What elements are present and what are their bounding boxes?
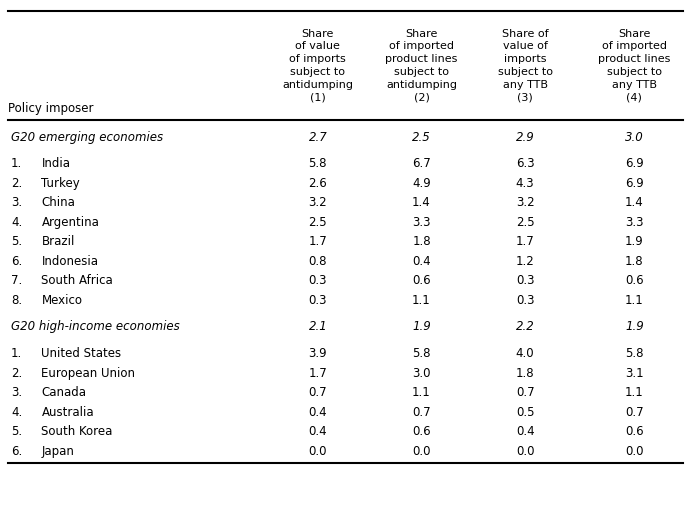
Text: 0.6: 0.6 <box>625 425 643 438</box>
Text: Brazil: Brazil <box>41 235 75 248</box>
Text: 2.6: 2.6 <box>308 176 328 190</box>
Text: 1.9: 1.9 <box>412 320 431 334</box>
Text: 2.: 2. <box>11 176 22 190</box>
Text: 2.5: 2.5 <box>309 215 327 229</box>
Text: 6.: 6. <box>11 445 22 458</box>
Text: 4.: 4. <box>11 215 22 229</box>
Text: 6.9: 6.9 <box>625 176 644 190</box>
Text: 1.2: 1.2 <box>515 255 535 268</box>
Text: United States: United States <box>41 347 122 360</box>
Text: 0.5: 0.5 <box>516 406 534 419</box>
Text: 2.5: 2.5 <box>516 215 534 229</box>
Text: China: China <box>41 196 75 209</box>
Text: 1.9: 1.9 <box>625 320 644 334</box>
Text: 6.9: 6.9 <box>625 157 644 170</box>
Text: Japan: Japan <box>41 445 75 458</box>
Text: 4.3: 4.3 <box>516 176 534 190</box>
Text: 1.8: 1.8 <box>625 255 643 268</box>
Text: 0.7: 0.7 <box>516 386 534 399</box>
Text: 1.1: 1.1 <box>625 294 644 307</box>
Text: 3.2: 3.2 <box>309 196 327 209</box>
Text: Share
of imported
product lines
subject to
antidumping
(2): Share of imported product lines subject … <box>386 29 457 102</box>
Text: 0.7: 0.7 <box>413 406 430 419</box>
Text: 0.0: 0.0 <box>625 445 643 458</box>
Text: Share of
value of
imports
subject to
any TTB
(3): Share of value of imports subject to any… <box>498 29 553 102</box>
Text: 0.3: 0.3 <box>309 294 327 307</box>
Text: 5.8: 5.8 <box>309 157 327 170</box>
Text: 3.0: 3.0 <box>625 130 644 143</box>
Text: 0.6: 0.6 <box>413 274 430 287</box>
Text: 0.7: 0.7 <box>309 386 327 399</box>
Text: 0.4: 0.4 <box>309 406 327 419</box>
Text: 1.1: 1.1 <box>412 386 431 399</box>
Text: 5.8: 5.8 <box>625 347 643 360</box>
Text: 2.: 2. <box>11 367 22 380</box>
Text: European Union: European Union <box>41 367 135 380</box>
Text: 4.9: 4.9 <box>412 176 431 190</box>
Text: 0.6: 0.6 <box>625 274 643 287</box>
Text: India: India <box>41 157 70 170</box>
Text: 0.0: 0.0 <box>309 445 327 458</box>
Text: 1.4: 1.4 <box>412 196 431 209</box>
Text: 3.9: 3.9 <box>309 347 327 360</box>
Text: 1.8: 1.8 <box>413 235 430 248</box>
Text: 1.: 1. <box>11 157 22 170</box>
Text: 6.7: 6.7 <box>412 157 431 170</box>
Text: 3.3: 3.3 <box>625 215 643 229</box>
Text: G20 high-income economies: G20 high-income economies <box>11 320 180 334</box>
Text: Canada: Canada <box>41 386 86 399</box>
Text: 0.4: 0.4 <box>309 425 327 438</box>
Text: 1.7: 1.7 <box>515 235 535 248</box>
Text: 1.9: 1.9 <box>625 235 644 248</box>
Text: 3.: 3. <box>11 196 22 209</box>
Text: Argentina: Argentina <box>41 215 100 229</box>
Text: South Korea: South Korea <box>41 425 113 438</box>
Text: 1.8: 1.8 <box>516 367 534 380</box>
Text: 3.: 3. <box>11 386 22 399</box>
Text: 4.: 4. <box>11 406 22 419</box>
Text: 1.7: 1.7 <box>308 367 328 380</box>
Text: G20 emerging economies: G20 emerging economies <box>11 130 163 143</box>
Text: Australia: Australia <box>41 406 94 419</box>
Text: 6.3: 6.3 <box>516 157 534 170</box>
Text: 5.: 5. <box>11 425 22 438</box>
Text: 0.3: 0.3 <box>516 294 534 307</box>
Text: 2.9: 2.9 <box>515 130 535 143</box>
Text: 2.7: 2.7 <box>308 130 328 143</box>
Text: 8.: 8. <box>11 294 22 307</box>
Text: 5.8: 5.8 <box>413 347 430 360</box>
Text: 1.1: 1.1 <box>412 294 431 307</box>
Text: 3.3: 3.3 <box>413 215 430 229</box>
Text: 2.1: 2.1 <box>308 320 328 334</box>
Text: 6.: 6. <box>11 255 22 268</box>
Text: 0.3: 0.3 <box>516 274 534 287</box>
Text: 4.0: 4.0 <box>516 347 534 360</box>
Text: 5.: 5. <box>11 235 22 248</box>
Text: 1.7: 1.7 <box>308 235 328 248</box>
Text: 0.7: 0.7 <box>625 406 643 419</box>
Text: Turkey: Turkey <box>41 176 80 190</box>
Text: 0.6: 0.6 <box>413 425 430 438</box>
Text: 0.3: 0.3 <box>309 274 327 287</box>
Text: 3.1: 3.1 <box>625 367 643 380</box>
Text: 1.4: 1.4 <box>625 196 644 209</box>
Text: 1.1: 1.1 <box>625 386 644 399</box>
Text: Share
of value
of imports
subject to
antidumping
(1): Share of value of imports subject to ant… <box>283 29 353 102</box>
Text: 0.4: 0.4 <box>516 425 534 438</box>
Text: South Africa: South Africa <box>41 274 113 287</box>
Text: 0.0: 0.0 <box>516 445 534 458</box>
Text: Indonesia: Indonesia <box>41 255 98 268</box>
Text: 2.2: 2.2 <box>515 320 535 334</box>
Text: 3.0: 3.0 <box>413 367 430 380</box>
Text: 1.: 1. <box>11 347 22 360</box>
Text: Mexico: Mexico <box>41 294 82 307</box>
Text: Share
of imported
product lines
subject to
any TTB
(4): Share of imported product lines subject … <box>598 29 670 102</box>
Text: 0.8: 0.8 <box>309 255 327 268</box>
Text: 0.0: 0.0 <box>413 445 430 458</box>
Text: 0.4: 0.4 <box>413 255 430 268</box>
Text: 2.5: 2.5 <box>412 130 431 143</box>
Text: 7.: 7. <box>11 274 22 287</box>
Text: 3.2: 3.2 <box>516 196 534 209</box>
Text: Policy imposer: Policy imposer <box>8 102 94 115</box>
